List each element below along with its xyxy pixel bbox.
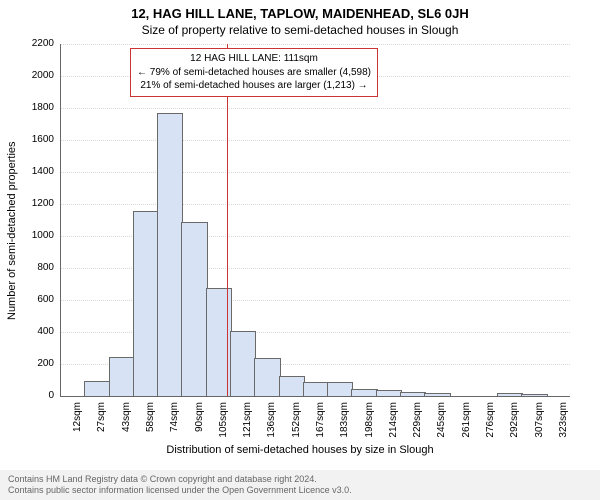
- histogram-bar: [133, 211, 159, 396]
- gridline: [60, 204, 570, 205]
- y-tick-label: 200: [24, 358, 54, 369]
- footer-attribution: Contains HM Land Registry data © Crown c…: [0, 470, 600, 500]
- footer-line1: Contains HM Land Registry data © Crown c…: [8, 474, 592, 485]
- chart-title-main: 12, HAG HILL LANE, TAPLOW, MAIDENHEAD, S…: [0, 0, 600, 21]
- y-tick-label: 600: [24, 294, 54, 305]
- y-tick-label: 1800: [24, 102, 54, 113]
- y-tick-label: 1600: [24, 134, 54, 145]
- y-tick-label: 2200: [24, 38, 54, 49]
- y-axis-line: [60, 44, 61, 396]
- y-tick-label: 2000: [24, 70, 54, 81]
- chart-title-sub: Size of property relative to semi-detach…: [0, 21, 600, 37]
- histogram-bar: [230, 331, 256, 396]
- histogram-bar: [206, 288, 232, 396]
- histogram-bar: [327, 382, 353, 396]
- histogram-bar: [254, 358, 280, 396]
- y-tick-label: 800: [24, 262, 54, 273]
- gridline: [60, 44, 570, 45]
- histogram-bar: [181, 222, 207, 396]
- annotation-line2: ← 79% of semi-detached houses are smalle…: [137, 66, 371, 80]
- histogram-bar: [157, 113, 183, 396]
- histogram-bar: [109, 357, 135, 396]
- histogram-bar: [84, 381, 110, 396]
- y-tick-label: 400: [24, 326, 54, 337]
- histogram-bar: [351, 389, 377, 396]
- gridline: [60, 140, 570, 141]
- footer-line2: Contains public sector information licen…: [8, 485, 592, 496]
- gridline: [60, 108, 570, 109]
- histogram-bar: [279, 376, 305, 396]
- y-axis-label: Number of semi-detached properties: [6, 141, 18, 320]
- annotation-box: 12 HAG HILL LANE: 111sqm← 79% of semi-de…: [130, 48, 378, 97]
- reference-line: [227, 44, 228, 396]
- gridline: [60, 172, 570, 173]
- chart-plot-area: 0200400600800100012001400160018002000220…: [60, 44, 570, 396]
- y-tick-label: 1400: [24, 166, 54, 177]
- y-tick-label: 1200: [24, 198, 54, 209]
- chart-container: 12, HAG HILL LANE, TAPLOW, MAIDENHEAD, S…: [0, 0, 600, 500]
- annotation-line1: 12 HAG HILL LANE: 111sqm: [137, 52, 371, 66]
- x-axis-line: [60, 396, 570, 397]
- histogram-bar: [303, 382, 329, 396]
- x-axis-label: Distribution of semi-detached houses by …: [0, 444, 600, 456]
- annotation-line3: 21% of semi-detached houses are larger (…: [137, 79, 371, 93]
- plot-region: 0200400600800100012001400160018002000220…: [60, 44, 570, 396]
- y-tick-label: 0: [24, 390, 54, 401]
- y-tick-label: 1000: [24, 230, 54, 241]
